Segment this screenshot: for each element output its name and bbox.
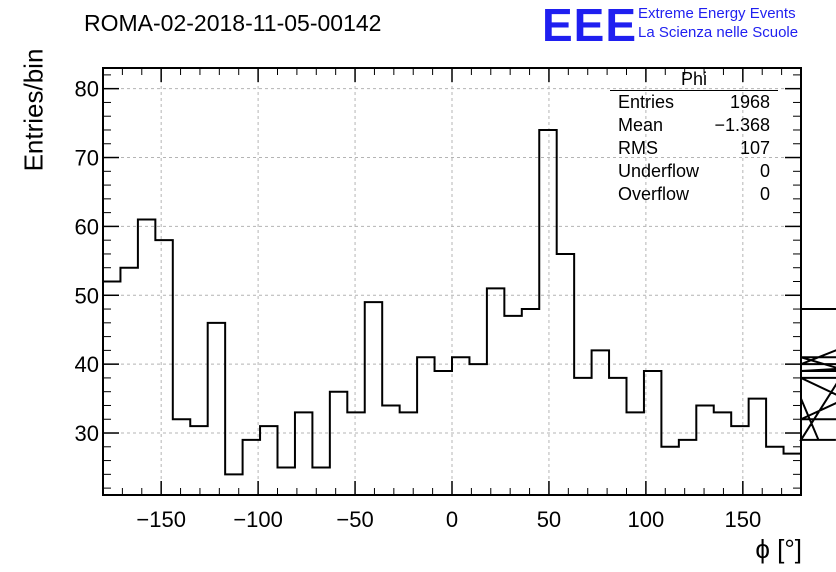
stats-row-entries: Entries 1968: [610, 91, 778, 114]
stats-value: 0: [759, 161, 770, 181]
stats-value: −1.368: [714, 115, 770, 135]
x-tick-label: 50: [537, 507, 561, 532]
x-axis-label: ϕ [°]: [755, 534, 802, 564]
stats-row-overflow: Overflow 0: [610, 183, 778, 206]
stats-label: Underflow: [618, 161, 700, 181]
y-tick-label: 60: [75, 214, 99, 239]
logo-caption: Extreme Energy Events La Scienza nelle S…: [638, 4, 798, 42]
y-tick-label: 40: [75, 352, 99, 377]
x-tick-label: 150: [724, 507, 761, 532]
y-axis-label: Entries/bin: [18, 48, 49, 172]
y-tick-label: 70: [75, 146, 99, 171]
eee-logo: EEE: [542, 0, 638, 51]
axis-tick-labels: −150 −100 −50 0 50 100 150 30 40 50 60 70 80: [75, 77, 762, 532]
x-tick-label: 0: [446, 507, 458, 532]
logo-line-2: La Scienza nelle Scuole: [638, 24, 799, 41]
x-tick-label: −50: [336, 507, 373, 532]
stats-title: Phi: [610, 70, 778, 91]
grid-lines: [103, 68, 801, 495]
chart-title: ROMA-02-2018-11-05-00142: [84, 10, 382, 36]
logo-line-1: Extreme Energy Events: [638, 5, 796, 22]
axis-ticks: [103, 68, 801, 495]
y-tick-label: 50: [75, 283, 99, 308]
stats-value: 107: [739, 138, 770, 158]
x-tick-label: 100: [628, 507, 665, 532]
stats-box: Phi Entries 1968 Mean −1.368 RMS 107 Und…: [610, 70, 778, 206]
stats-label: Overflow: [618, 184, 690, 204]
stats-row-rms: RMS 107: [610, 137, 778, 160]
stats-row-underflow: Underflow 0: [610, 160, 778, 183]
x-tick-label: −150: [136, 507, 186, 532]
stats-value: 0: [759, 184, 770, 204]
stats-label: Entries: [618, 92, 675, 112]
y-tick-label: 80: [75, 77, 99, 102]
x-tick-label: −100: [233, 507, 283, 532]
stats-row-mean: Mean −1.368: [610, 114, 778, 137]
stats-value: 1968: [729, 92, 770, 112]
stats-label: Mean: [618, 115, 664, 135]
stats-label: RMS: [618, 138, 658, 158]
y-tick-label: 30: [75, 421, 99, 446]
